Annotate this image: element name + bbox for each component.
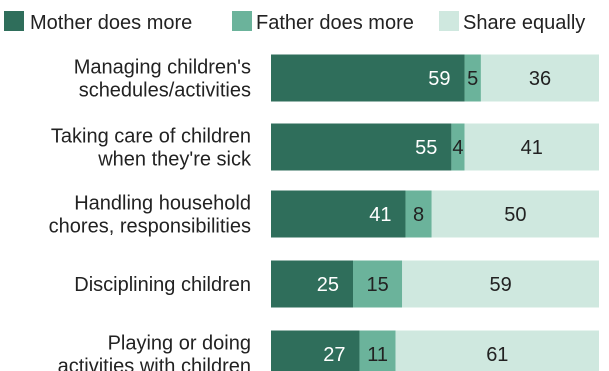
category-label-line: Managing children's [74,57,251,79]
bar-row-5: Playing or doing activities with children… [58,330,599,371]
value-label-2-2: 4 [452,137,463,159]
legend-label-2: Father does more [256,12,414,34]
category-label-5: Playing or doing activities with children [58,333,251,371]
value-label-2-3: 41 [521,137,543,159]
value-label-1-2: 5 [467,68,478,90]
bar-segment-3-2 [405,190,432,238]
category-label-line: chores, responsibilities [49,216,251,238]
bar-segment-5-2 [359,330,396,371]
category-label-line: Handling household [74,193,251,215]
bar-row-1: Managing children's schedules/activities 5… [74,54,599,102]
legend-swatch-2 [232,11,252,31]
bar-row-2: Taking care of children when they're sick… [51,123,599,171]
bar-segment-1-2 [464,54,481,102]
value-label-2-1: 55 [415,137,437,159]
bar-segment-2-2 [451,123,465,171]
legend-label-1: Mother does more [30,12,192,34]
category-label-line: schedules/activities [79,80,251,102]
category-label-2: Taking care of children when they're sick [51,126,252,171]
bar-row-4: Disciplining children 25 15 59 [74,260,599,308]
bar-segment-4-3 [402,260,599,308]
bar-segment-3-1 [271,190,406,238]
legend-label-3: Share equally [463,12,585,34]
bar-segment-2-1 [271,123,452,171]
value-label-5-3: 61 [486,344,508,366]
value-label-5-1: 27 [323,344,345,366]
category-label-line: when they're sick [97,149,252,171]
category-label-line: Taking care of children [51,126,251,148]
category-label-3: Handling household chores, responsibiliti… [49,193,251,238]
category-label-1: Managing children's schedules/activities [74,57,251,102]
bar-segment-2-3 [464,123,599,171]
legend-swatch-1 [4,11,24,31]
bar-row-3: Handling household chores, responsibiliti… [49,190,599,238]
bar-segment-4-1 [271,260,353,308]
category-label-4: Disciplining children [74,274,251,296]
bar-segment-1-3 [480,54,599,102]
legend: Mother does more Father does more Share eq… [4,11,585,34]
bar-segment-5-1 [271,330,360,371]
category-label-line: activities with children [58,356,251,371]
bars: Managing children's schedules/activities 5… [49,54,599,371]
value-label-3-1: 41 [369,204,391,226]
value-label-3-3: 50 [504,204,526,226]
category-label-line: Playing or doing [108,333,251,355]
value-label-4-3: 59 [489,274,511,296]
value-label-4-2: 15 [366,274,388,296]
bar-segment-5-3 [395,330,599,371]
category-label-line: Disciplining children [74,274,251,296]
value-label-4-1: 25 [317,274,339,296]
value-label-3-2: 8 [413,204,424,226]
value-label-5-2: 11 [367,344,388,366]
bar-segment-4-2 [353,260,403,308]
legend-swatch-3 [439,11,459,31]
bar-segment-1-1 [271,54,465,102]
bar-segment-3-3 [431,190,599,238]
value-label-1-1: 59 [428,68,450,90]
value-label-1-3: 36 [529,68,551,90]
